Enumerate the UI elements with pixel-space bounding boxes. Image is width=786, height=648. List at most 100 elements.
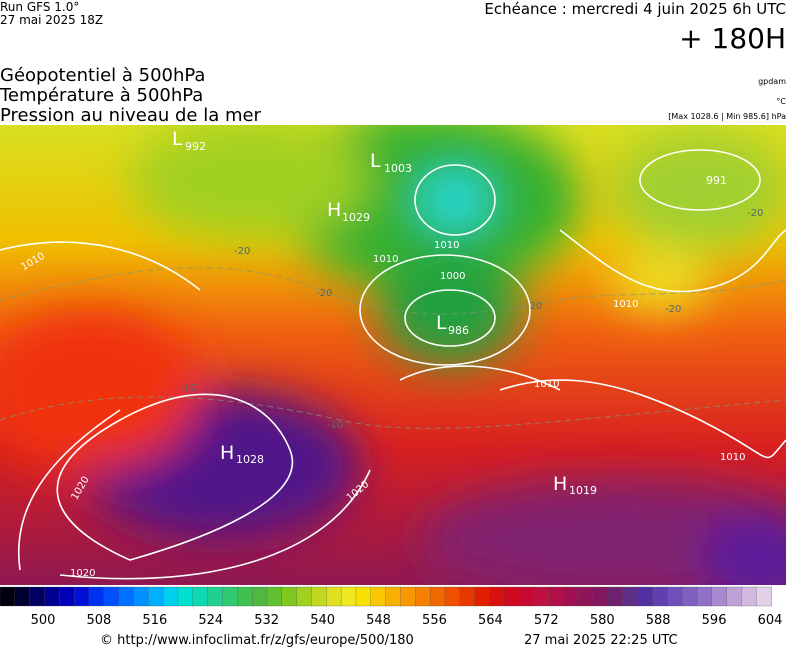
pressure-range: [Max 1028.6 | Min 985.6] hPa (668, 112, 786, 121)
system-value: 1003 (384, 162, 412, 175)
colorbar-label: 596 (702, 613, 727, 628)
colorbar-label: 524 (198, 613, 223, 628)
colorbar-swatch (637, 586, 654, 607)
colorbar-swatch (385, 586, 402, 607)
colorbar-swatch (518, 586, 535, 607)
colorbar-swatch (415, 586, 431, 607)
colorbar-swatch (326, 586, 342, 607)
map (0, 125, 786, 585)
colorbar-label: 588 (646, 613, 671, 628)
colorbar-swatch (162, 586, 179, 607)
colorbar-label: 580 (590, 613, 615, 628)
colorbar-swatch (222, 586, 238, 607)
colorbar-swatch (29, 586, 46, 607)
colorbar-swatch (133, 586, 149, 607)
colorbar-swatch (696, 586, 713, 607)
colorbar-swatch (177, 586, 194, 607)
run: Run GFS 1.0° (0, 0, 79, 14)
colorbar-swatch (578, 586, 594, 607)
colorbar-swatch (429, 586, 446, 607)
colorbar-swatch (607, 586, 624, 607)
unit: gpdam (758, 77, 786, 86)
colorbar-swatch (652, 586, 669, 607)
colorbar-swatch (266, 586, 283, 607)
colorbar-swatch (74, 586, 90, 607)
isobar-label: 1010 (534, 379, 559, 390)
valid-time: Echéance : mercredi 4 juin 2025 6h UTC (484, 0, 786, 18)
isobar-label: 1010 (720, 452, 745, 463)
colorbar-swatch (667, 586, 683, 607)
legend-line: Géopotentiel à 500hPa (0, 65, 205, 86)
colorbar-label: 516 (142, 613, 167, 628)
footer-timestamp: 27 mai 2025 22:25 UTC (524, 633, 678, 648)
system-letter: H (553, 473, 567, 495)
isobar-label: 1000 (440, 271, 465, 282)
colorbar-swatch (504, 586, 520, 607)
colorbar-label: 572 (534, 613, 559, 628)
run-date: 27 mai 2025 18Z (0, 13, 103, 27)
system-value: 986 (448, 324, 469, 337)
colorbar-label: 548 (366, 613, 391, 628)
isobar-label: 1020 (70, 568, 95, 579)
colorbar-swatch (533, 586, 550, 607)
colorbar: 500 508 516 524 532 540 548 556 564 572 580 588 596 6… (0, 586, 783, 628)
colorbar-swatch (726, 586, 743, 607)
legend-line: Pression au niveau de la mer (0, 105, 262, 126)
colorbar-swatch (296, 586, 313, 607)
system-value: 1029 (342, 211, 370, 224)
colorbar-swatch (400, 586, 416, 607)
colorbar-swatch (548, 586, 565, 607)
legend-line: Température à 500hPa (0, 85, 203, 106)
colorbar-swatch (192, 586, 209, 607)
isobar-label: 1010 (373, 254, 398, 265)
colorbar-label: 532 (254, 613, 279, 628)
colorbar-swatch (118, 586, 135, 607)
footer-url: © http://www.infoclimat.fr/z/gfs/europe/… (100, 633, 414, 648)
colorbar-label: 556 (422, 613, 447, 628)
colorbar-swatch (103, 586, 120, 607)
colorbar-swatch (444, 586, 461, 607)
colorbar-swatch (237, 586, 253, 607)
colorbar-swatch (207, 586, 224, 607)
system-value: 1028 (236, 453, 264, 466)
colorbar-swatch (593, 586, 609, 607)
system-letter: H (220, 442, 234, 464)
colorbar-swatch (459, 586, 476, 607)
system-letter: L (172, 128, 183, 150)
colorbar-label: 604 (758, 613, 783, 628)
colorbar-label: 508 (87, 613, 112, 628)
colorbar-label: 540 (310, 613, 335, 628)
colorbar-swatch (741, 586, 757, 607)
system-letter: H (327, 199, 341, 221)
colorbar-swatch (281, 586, 298, 607)
colorbar-label: 564 (478, 613, 503, 628)
systems: L 992 L 1003 H 1029 L 986 H 1028 H 1019 … (172, 128, 727, 497)
temperature-label: -10 (327, 420, 343, 431)
colorbar-swatch (682, 586, 698, 607)
colorbar-swatch (14, 586, 31, 607)
colorbar-swatch (355, 586, 372, 607)
colorbar-swatch (474, 586, 491, 607)
colorbar-swatch (59, 586, 75, 607)
temperature-label: -20 (665, 304, 681, 315)
colorbar-swatch (88, 586, 105, 607)
temperature-label: -10 (180, 383, 196, 394)
system-value: 992 (185, 140, 206, 153)
system-letter: L (370, 150, 381, 172)
temperature-label: -20 (526, 301, 542, 312)
lead-time: + 180H (679, 22, 786, 55)
colorbar-swatch (44, 586, 60, 607)
temperature-label: -20 (316, 288, 332, 299)
system-letter: L (436, 312, 447, 334)
system-value: 1019 (569, 484, 597, 497)
unit: °C (776, 97, 786, 106)
colorbar-swatch (489, 586, 505, 607)
temperature-labels: -20 -20 -20 -20 -20 -10 -10 (180, 208, 763, 431)
colorbar-swatch (563, 586, 580, 607)
temperature-label: -20 (234, 246, 250, 257)
colorbar-label: 500 (31, 613, 56, 628)
colorbar-swatch (340, 586, 357, 607)
colorbar-swatch (0, 586, 16, 607)
colorbar-swatch (251, 586, 268, 607)
